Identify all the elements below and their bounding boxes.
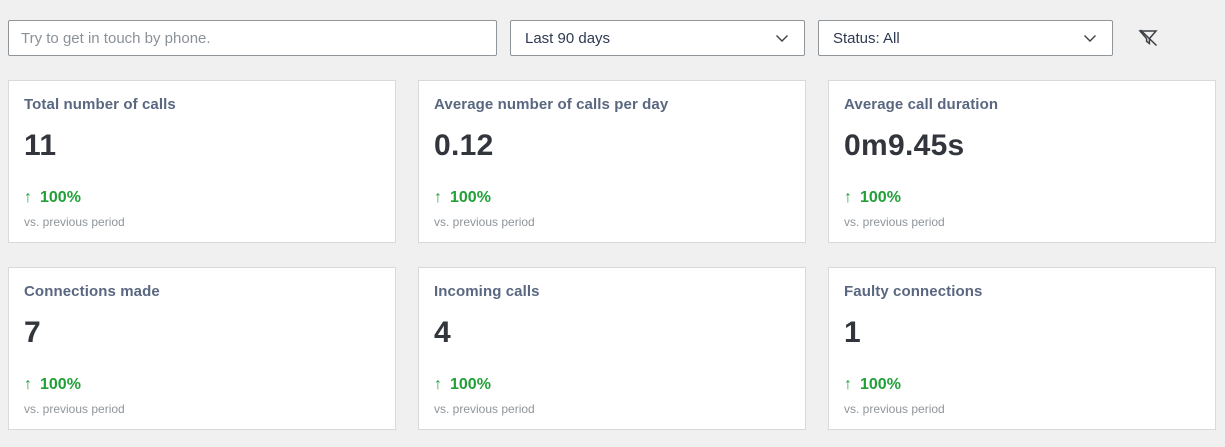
status-select[interactable]: Status: All — [818, 20, 1113, 56]
card-delta: ↑ 100% — [434, 376, 789, 394]
card-value: 0m9.45s — [844, 129, 965, 162]
card-caption: vs. previous period — [844, 215, 945, 229]
card-delta: ↑ 100% — [434, 189, 789, 207]
card-title: Average call duration — [844, 96, 999, 113]
delta-value: 100% — [40, 376, 81, 393]
arrow-up-icon: ↑ — [24, 189, 32, 206]
card-value: 1 — [844, 316, 861, 349]
stats-grid: Total number of calls 11 ↑ 100% vs. prev… — [8, 80, 1216, 430]
arrow-up-icon: ↑ — [24, 376, 32, 393]
stat-card-faulty-connections: Faulty connections 1 ↑ 100% vs. previous… — [828, 267, 1216, 430]
card-value: 11 — [24, 129, 57, 162]
card-value: 7 — [24, 316, 41, 349]
card-title: Incoming calls — [434, 283, 540, 300]
card-delta: ↑ 100% — [844, 189, 1199, 207]
card-caption: vs. previous period — [24, 402, 125, 416]
status-select-value: Status: All — [833, 29, 900, 47]
delta-value: 100% — [860, 189, 901, 206]
stat-card-avg-call-duration: Average call duration 0m9.45s ↑ 100% vs.… — [828, 80, 1216, 243]
filters-toolbar: Last 90 days Status: All — [8, 20, 1216, 56]
card-title: Faulty connections — [844, 283, 983, 300]
delta-value: 100% — [860, 376, 901, 393]
stat-card-avg-calls-per-day: Average number of calls per day 0.12 ↑ 1… — [418, 80, 806, 243]
delta-value: 100% — [450, 189, 491, 206]
card-title: Connections made — [24, 283, 160, 300]
card-caption: vs. previous period — [24, 215, 125, 229]
delta-value: 100% — [40, 189, 81, 206]
arrow-up-icon: ↑ — [844, 189, 852, 206]
delta-value: 100% — [450, 376, 491, 393]
arrow-up-icon: ↑ — [434, 376, 442, 393]
dashboard-page: Last 90 days Status: All — [8, 20, 1216, 430]
card-title: Average number of calls per day — [434, 96, 669, 113]
card-caption: vs. previous period — [844, 402, 945, 416]
card-value: 0.12 — [434, 129, 494, 162]
card-value: 4 — [434, 316, 451, 349]
card-title: Total number of calls — [24, 96, 176, 113]
clear-filter-button[interactable] — [1130, 20, 1166, 56]
stat-card-incoming-calls: Incoming calls 4 ↑ 100% vs. previous per… — [418, 267, 806, 430]
card-delta: ↑ 100% — [24, 376, 379, 394]
stat-card-connections-made: Connections made 7 ↑ 100% vs. previous p… — [8, 267, 396, 430]
arrow-up-icon: ↑ — [434, 189, 442, 206]
card-caption: vs. previous period — [434, 215, 535, 229]
period-select-value: Last 90 days — [525, 29, 611, 47]
search-input[interactable] — [8, 20, 497, 56]
chevron-down-icon — [774, 30, 790, 46]
card-delta: ↑ 100% — [24, 189, 379, 207]
stat-card-total-calls: Total number of calls 11 ↑ 100% vs. prev… — [8, 80, 396, 243]
chevron-down-icon — [1082, 30, 1098, 46]
card-delta: ↑ 100% — [844, 376, 1199, 394]
arrow-up-icon: ↑ — [844, 376, 852, 393]
card-caption: vs. previous period — [434, 402, 535, 416]
period-select[interactable]: Last 90 days — [510, 20, 805, 56]
filter-off-icon — [1136, 26, 1160, 50]
